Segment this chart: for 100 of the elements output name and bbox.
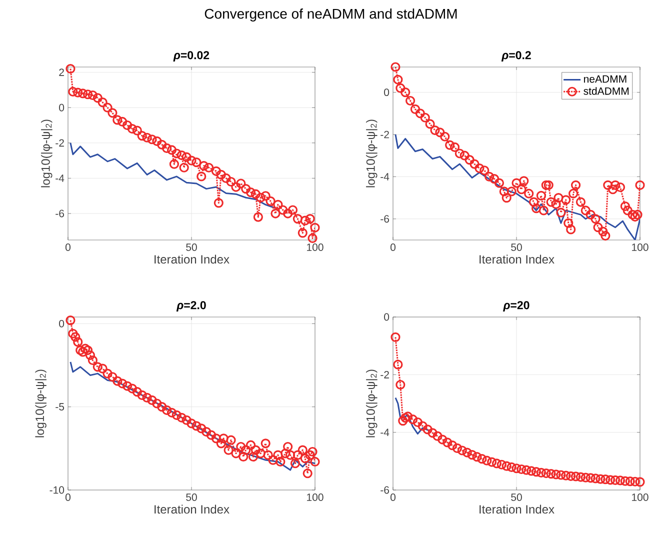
point [457, 446, 467, 456]
point [186, 156, 196, 166]
y-tick-label: -10 [50, 486, 64, 494]
point [506, 462, 516, 472]
point [310, 222, 320, 232]
point [152, 136, 162, 146]
y-tick-label: 2 [59, 68, 64, 76]
x-tick-label: 100 [307, 244, 324, 251]
point [88, 90, 98, 100]
point [78, 88, 88, 98]
point [132, 126, 142, 136]
point [400, 413, 410, 423]
x-axis-title: Iteration Index [480, 504, 554, 514]
point [256, 192, 266, 202]
point [408, 414, 418, 424]
line-series [70, 142, 276, 209]
point [214, 198, 224, 208]
point [147, 134, 157, 144]
point [102, 102, 112, 112]
point [266, 196, 276, 206]
point [196, 172, 206, 182]
text: Convergence of neADMM and stdADMM [204, 8, 457, 22]
point [438, 434, 448, 444]
point [600, 474, 610, 484]
point [122, 120, 132, 130]
point [442, 438, 452, 448]
point [199, 161, 209, 171]
point [620, 476, 630, 486]
y-tick-label: -4 [380, 428, 390, 436]
y-tick-label: 0 [59, 104, 64, 112]
point [68, 86, 78, 97]
point [492, 458, 502, 468]
chart-title: ρ=20 [503, 301, 530, 312]
point [590, 474, 600, 484]
point [250, 189, 261, 199]
point [512, 464, 522, 474]
x-axis-title: Iteration Index [154, 504, 230, 514]
point [241, 184, 251, 194]
point [393, 360, 403, 370]
point [253, 212, 263, 222]
point [246, 188, 256, 198]
point [288, 205, 298, 215]
point [169, 159, 180, 169]
y-tick-label: -6 [380, 486, 390, 494]
point [447, 440, 458, 450]
chart-title: ρ=0.2 [501, 51, 531, 62]
y-tick-label: -6 [380, 215, 390, 223]
point [586, 473, 596, 483]
y-axis-title: log10(|φ-ψ|$_{2}$) [366, 370, 378, 438]
point [462, 448, 472, 458]
point [561, 470, 571, 480]
point [452, 443, 462, 453]
y-tick-label: 0 [384, 313, 390, 321]
point [630, 476, 640, 486]
point [176, 150, 186, 160]
point [270, 208, 280, 218]
point [162, 143, 172, 154]
y-tick-label: -4 [380, 173, 390, 180]
point [522, 465, 532, 475]
x-tick-label: 100 [307, 494, 324, 501]
point [108, 108, 118, 118]
point [231, 182, 241, 192]
y-tick-label: -2 [56, 139, 64, 147]
y-tick-label: -2 [380, 371, 389, 378]
point [482, 456, 492, 466]
point [273, 200, 283, 210]
legend-label: neADMM [584, 75, 626, 83]
point [98, 98, 108, 108]
point [157, 140, 167, 150]
point [179, 162, 189, 172]
point [305, 214, 315, 224]
point [283, 208, 293, 218]
point [82, 90, 93, 100]
point [396, 380, 406, 390]
x-axis-title: Iteration Index [480, 254, 554, 264]
point [127, 124, 138, 134]
point [467, 450, 477, 460]
point [580, 472, 590, 482]
point [142, 132, 152, 142]
x-tick-label: 100 [632, 494, 648, 501]
x-tick-label: 50 [511, 494, 522, 501]
y-axis-title: log10(|φ-ψ|$_{2}$) [366, 120, 378, 188]
x-tick-label: 50 [186, 244, 197, 251]
point [531, 467, 542, 477]
y-tick-label: 0 [59, 320, 64, 328]
point [66, 64, 76, 74]
y-tick-label: -5 [56, 403, 64, 410]
x-tick-label: 0 [390, 494, 396, 501]
point [278, 205, 288, 215]
point [412, 417, 423, 428]
y-axis-title: log10(|φ-ψ|$_{2}$) [35, 370, 46, 438]
point [300, 216, 310, 226]
point [541, 468, 551, 478]
x-tick-label: 100 [632, 244, 648, 251]
point [172, 148, 182, 158]
chart-title: ρ=0.02 [173, 51, 210, 62]
point [166, 145, 177, 155]
point [112, 115, 122, 125]
point [92, 93, 102, 103]
point [216, 170, 226, 180]
